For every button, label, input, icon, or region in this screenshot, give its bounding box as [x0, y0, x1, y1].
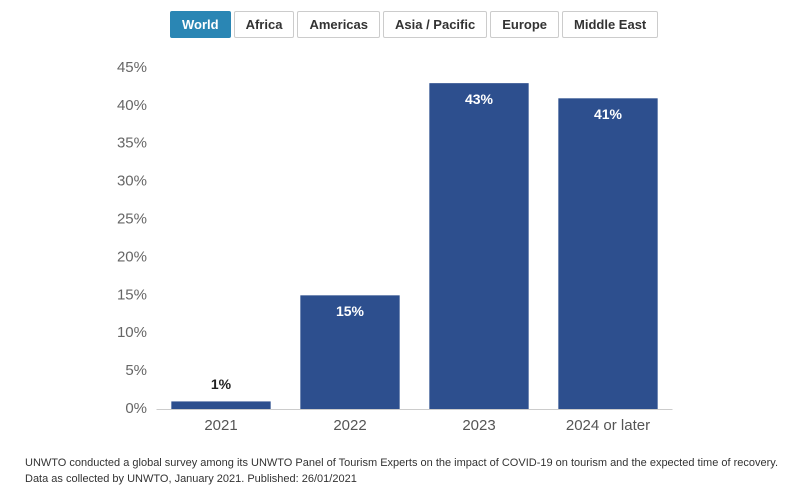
- data-label: 1%: [211, 376, 232, 392]
- tab[interactable]: Asia / Pacific: [383, 11, 488, 38]
- x-tick-label: 2021: [204, 417, 237, 434]
- tab-bar: World Africa Americas Asia / Pacific Europe M…: [170, 11, 659, 38]
- chart: 0% 5% 10% 15% 20% 25% 30% 35% 40% 45% 2021 1% 2022 15…: [117, 59, 673, 434]
- bar: [300, 295, 400, 409]
- tab[interactable]: Europe: [490, 11, 560, 38]
- bar: [171, 401, 271, 409]
- y-tick-label: 40%: [117, 97, 147, 114]
- y-tick-label: 20%: [117, 248, 147, 265]
- y-tick-label: 10%: [117, 324, 147, 341]
- y-tick-label: 25%: [117, 211, 147, 228]
- tab[interactable]: Middle East: [562, 11, 659, 38]
- y-tick-label: 0%: [125, 400, 147, 417]
- footnote: UNWTO conducted a global survey among it…: [25, 457, 779, 469]
- tab[interactable]: Americas: [297, 11, 380, 38]
- data-label: 41%: [594, 106, 623, 122]
- x-tick-label: 2024 or later: [566, 417, 650, 434]
- bar: [429, 83, 529, 410]
- data-label: 15%: [336, 303, 365, 319]
- y-tick-label: 45%: [117, 59, 147, 76]
- y-tick-label: 30%: [117, 173, 147, 190]
- data-label: 43%: [465, 91, 494, 107]
- x-tick-label: 2023: [462, 417, 495, 434]
- tab[interactable]: Africa: [233, 11, 295, 38]
- bar: [558, 98, 658, 410]
- x-tick-label: 2022: [333, 417, 366, 434]
- y-tick-label: 15%: [117, 286, 147, 303]
- tab[interactable]: World: [170, 11, 231, 38]
- y-tick-label: 5%: [125, 362, 147, 379]
- y-tick-label: 35%: [117, 135, 147, 152]
- footnote: Data as collected by UNWTO, January 2021…: [25, 473, 357, 485]
